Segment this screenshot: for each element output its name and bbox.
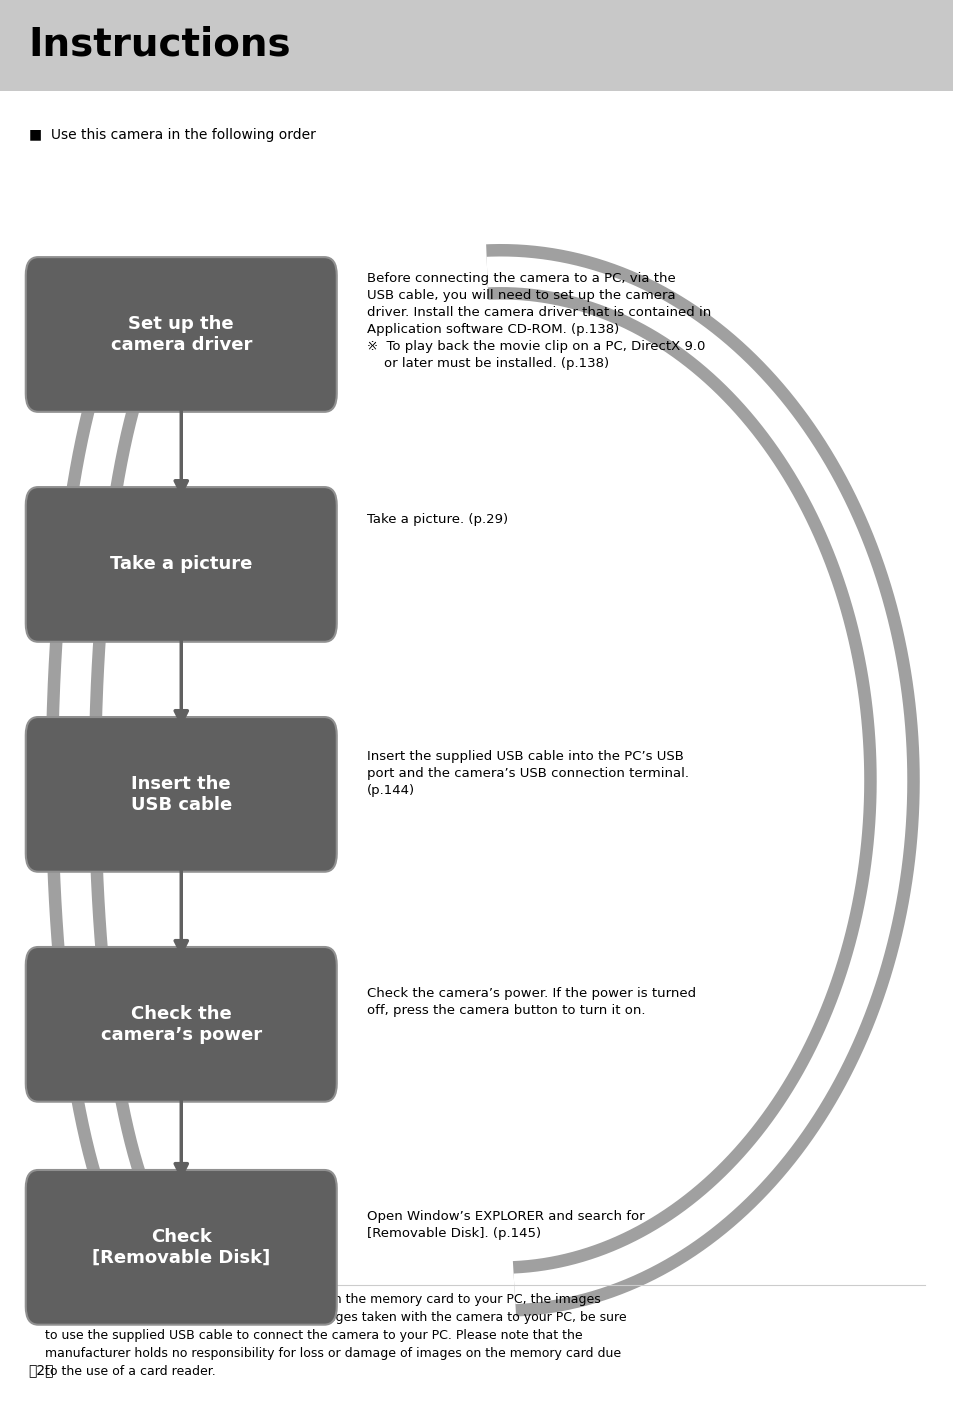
Text: ■  Use this camera in the following order: ■ Use this camera in the following order bbox=[29, 129, 315, 143]
FancyBboxPatch shape bbox=[26, 1170, 336, 1325]
Text: 《2》: 《2》 bbox=[29, 1363, 54, 1377]
Text: Check the
camera’s power: Check the camera’s power bbox=[101, 1005, 261, 1044]
Text: Insert the supplied USB cable into the PC’s USB
port and the camera’s USB connec: Insert the supplied USB cable into the P… bbox=[367, 750, 689, 797]
Text: Instructions: Instructions bbox=[29, 25, 291, 63]
Text: Open Window’s EXPLORER and search for
[Removable Disk]. (p.145): Open Window’s EXPLORER and search for [R… bbox=[367, 1209, 644, 1240]
FancyBboxPatch shape bbox=[26, 947, 336, 1101]
Text: Before connecting the camera to a PC, via the
USB cable, you will need to set up: Before connecting the camera to a PC, vi… bbox=[367, 272, 711, 370]
FancyBboxPatch shape bbox=[26, 258, 336, 412]
Text: Check the camera’s power. If the power is turned
off, press the camera button to: Check the camera’s power. If the power i… bbox=[367, 986, 696, 1017]
Text: Take a picture. (p.29): Take a picture. (p.29) bbox=[367, 513, 508, 525]
Text: Check
[Removable Disk]: Check [Removable Disk] bbox=[92, 1227, 270, 1267]
FancyBboxPatch shape bbox=[0, 0, 953, 91]
Text: Insert the
USB cable: Insert the USB cable bbox=[131, 775, 232, 814]
Text: Set up the
camera driver: Set up the camera driver bbox=[111, 315, 252, 354]
Text: Take a picture: Take a picture bbox=[110, 555, 253, 573]
FancyBboxPatch shape bbox=[26, 488, 336, 642]
FancyBboxPatch shape bbox=[26, 717, 336, 871]
Text: ●  If you use a card reader to copy the images on the memory card to your PC, th: ● If you use a card reader to copy the i… bbox=[29, 1293, 625, 1379]
